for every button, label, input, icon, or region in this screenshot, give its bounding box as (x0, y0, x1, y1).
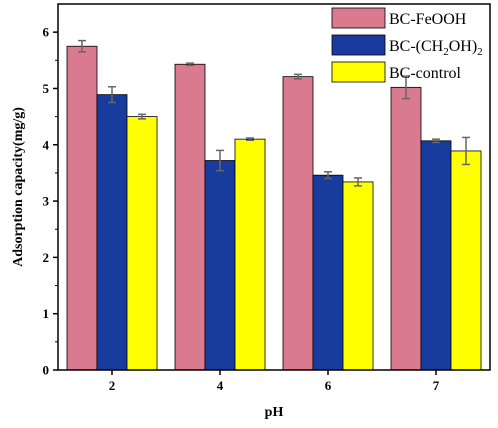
x-axis-label: pH (265, 405, 284, 420)
legend-label-BC-(CH2OH)2: BC-(CH2OH)2 (389, 38, 483, 58)
bar-BC-FeOOH-2 (66, 45, 98, 371)
x-tick-label-0: 2 (109, 378, 116, 393)
y-tick-label-0: 0 (43, 363, 50, 378)
plot-frame (57, 3, 491, 371)
legend-label-BC-FeOOH: BC-FeOOH (389, 11, 467, 28)
error-bars-group (78, 39, 470, 187)
bar-BC-FeOOH-6 (282, 76, 314, 371)
y-tick-label-2: 2 (43, 250, 50, 265)
bar-BC-FeOOH-7 (390, 86, 422, 371)
y-tick-label-6: 6 (43, 25, 50, 40)
bar-BC-control-4 (234, 138, 266, 371)
y-axis-label: Adsorption capacity(mg/g) (11, 107, 26, 267)
legend: BC-FeOOH BC-(CH2OH)2 BC-control (331, 7, 483, 83)
x-tick-label-1: 4 (217, 378, 224, 393)
legend-label-BC-control: BC-control (389, 65, 462, 82)
y-tick-label-4: 4 (43, 137, 50, 152)
x-tick-label-3: 7 (433, 378, 440, 393)
y-tick-label-5: 5 (43, 81, 50, 96)
x-tick-label-2: 6 (325, 378, 332, 393)
legend-swatch-BC-FeOOH (331, 7, 386, 29)
bar-BC-FeOOH-4 (174, 63, 206, 371)
bar-BC-(CH2OH)2-7 (420, 140, 452, 371)
legend-swatch-BC-control (331, 61, 386, 83)
bar-BC-(CH2OH)2-6 (312, 174, 344, 371)
y-tick-label-1: 1 (43, 306, 50, 321)
bar-BC-control-2 (126, 116, 158, 371)
y-tick-label-3: 3 (43, 194, 50, 209)
legend-swatch-BC-(CH2OH)2 (331, 34, 386, 56)
bar-BC-(CH2OH)2-4 (204, 160, 236, 371)
bar-BC-(CH2OH)2-2 (96, 94, 128, 371)
bar-BC-control-7 (450, 150, 482, 371)
bar-BC-control-6 (342, 181, 374, 371)
y-axis-ticks: 0 1 2 3 4 5 6 (43, 25, 58, 378)
bars-group (66, 45, 482, 371)
x-axis-ticks: 2 4 6 7 (109, 370, 440, 393)
